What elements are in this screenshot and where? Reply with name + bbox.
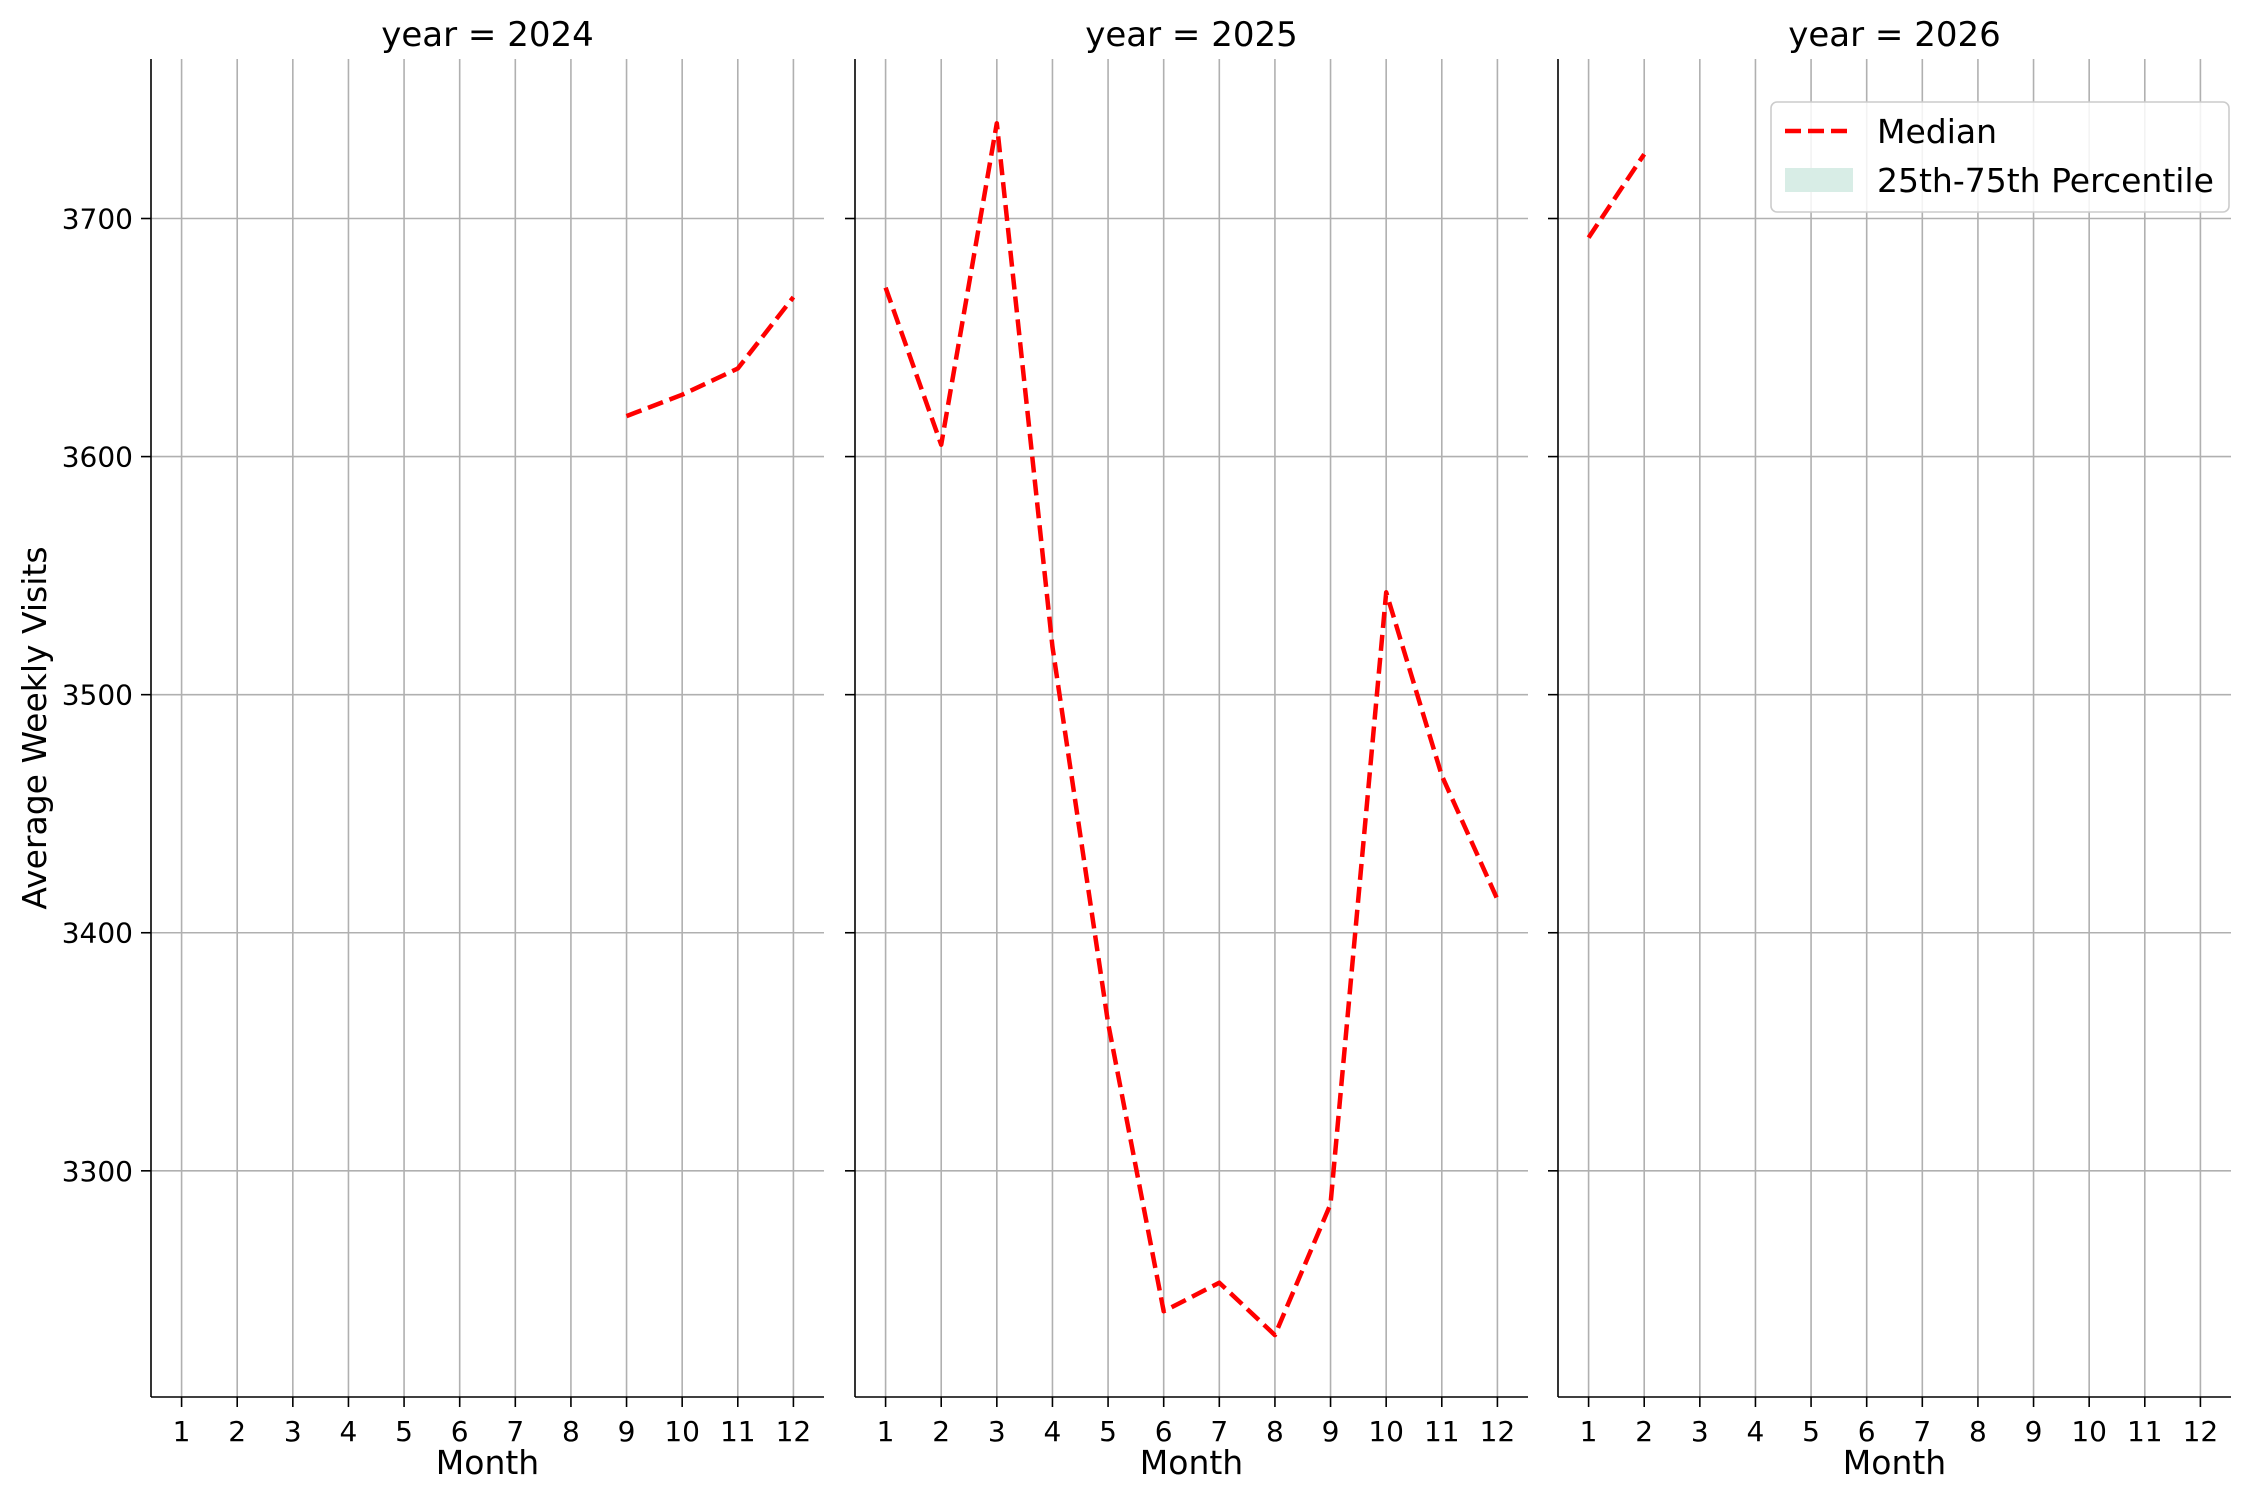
x-axis-label: Month bbox=[1140, 1443, 1243, 1482]
x-tick-label: 8 bbox=[1969, 1415, 1987, 1448]
x-tick-label: 9 bbox=[1322, 1415, 1340, 1448]
x-tick-label: 11 bbox=[2127, 1415, 2163, 1448]
y-tick-label: 3700 bbox=[62, 203, 133, 236]
x-tick-label: 12 bbox=[2183, 1415, 2219, 1448]
legend-label-median: Median bbox=[1877, 112, 1997, 151]
x-tick-label: 10 bbox=[2071, 1415, 2107, 1448]
median-line bbox=[625, 295, 796, 419]
y-tick-label: 3400 bbox=[62, 917, 133, 950]
x-tick-label: 6 bbox=[1155, 1415, 1173, 1448]
x-tick-label: 5 bbox=[1802, 1415, 1820, 1448]
x-tick-label: 8 bbox=[1266, 1415, 1284, 1448]
y-axis-label: Average Weekly Visits bbox=[15, 546, 54, 909]
x-tick-label: 5 bbox=[395, 1415, 413, 1448]
x-tick-label: 2 bbox=[228, 1415, 246, 1448]
x-tick-label: 4 bbox=[340, 1415, 358, 1448]
x-tick-label: 9 bbox=[2025, 1415, 2043, 1448]
x-tick-label: 1 bbox=[173, 1415, 191, 1448]
x-tick-label: 2 bbox=[1635, 1415, 1653, 1448]
x-tick-label: 10 bbox=[664, 1415, 700, 1448]
panel-title: year = 2026 bbox=[1788, 15, 2000, 55]
x-tick-label: 3 bbox=[284, 1415, 302, 1448]
x-tick-label: 4 bbox=[1747, 1415, 1765, 1448]
legend: Median 25th-75th Percentile bbox=[1770, 101, 2230, 213]
x-tick-label: 3 bbox=[1691, 1415, 1709, 1448]
x-tick-label: 2 bbox=[932, 1415, 950, 1448]
legend-box bbox=[1770, 101, 2230, 213]
x-tick-label: 4 bbox=[1044, 1415, 1062, 1448]
x-tick-label: 12 bbox=[776, 1415, 812, 1448]
y-tick-label: 3500 bbox=[62, 679, 133, 712]
panel-title: year = 2025 bbox=[1085, 15, 1297, 55]
panel-title: year = 2024 bbox=[381, 15, 593, 55]
x-tick-label: 7 bbox=[1913, 1415, 1931, 1448]
median-line bbox=[1586, 152, 1647, 239]
panels: 1 2 3 4 5 6 7 8 9 10 11 1233003400350036003700year … bbox=[62, 15, 2231, 1482]
x-tick-label: 1 bbox=[1580, 1415, 1598, 1448]
x-tick-label: 9 bbox=[618, 1415, 636, 1448]
legend-label-percentile: 25th-75th Percentile bbox=[1877, 161, 2214, 200]
x-tick-label: 10 bbox=[1368, 1415, 1404, 1448]
x-tick-label: 12 bbox=[1480, 1415, 1516, 1448]
x-tick-label: 6 bbox=[1858, 1415, 1876, 1448]
x-tick-label: 11 bbox=[1424, 1415, 1460, 1448]
x-tick-label: 7 bbox=[506, 1415, 524, 1448]
x-tick-label: 6 bbox=[451, 1415, 469, 1448]
x-axis-label: Month bbox=[436, 1443, 539, 1482]
x-tick-label: 3 bbox=[988, 1415, 1006, 1448]
x-tick-label: 5 bbox=[1099, 1415, 1117, 1448]
x-tick-label: 11 bbox=[720, 1415, 756, 1448]
y-tick-label: 3600 bbox=[62, 441, 133, 474]
panel-1: 1 2 3 4 5 6 7 8 9 10 11 1233003400350036003700year … bbox=[62, 15, 824, 1482]
y-tick-label: 3300 bbox=[62, 1155, 133, 1188]
x-tick-label: 1 bbox=[877, 1415, 895, 1448]
legend-percentile-swatch bbox=[1785, 168, 1853, 192]
x-tick-label: 8 bbox=[562, 1415, 580, 1448]
median-line bbox=[883, 121, 1500, 1338]
x-tick-label: 7 bbox=[1210, 1415, 1228, 1448]
x-axis-label: Month bbox=[1843, 1443, 1946, 1482]
